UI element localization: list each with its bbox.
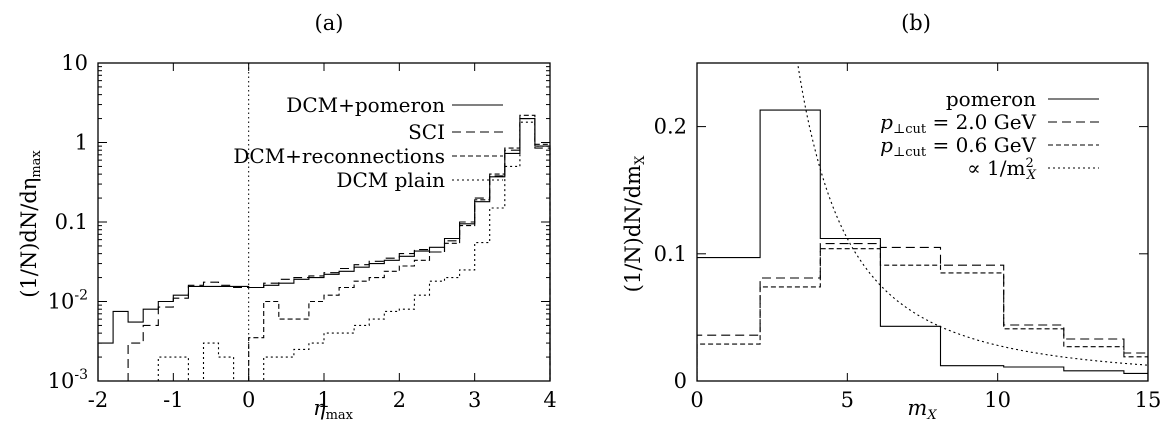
panel-a-x-tick-label: 4: [543, 388, 556, 412]
panel-a-y-tick-label: 1: [75, 131, 88, 155]
panel-a-x-axis-label: ηmax: [313, 396, 354, 422]
panel-b-x-tick-label: 5: [841, 388, 854, 412]
panel-b-legend-label-sup: 2: [1025, 156, 1033, 171]
panel-b-x-tick-label: 10: [984, 388, 1011, 412]
panel-a-y-axis-label: (1/N)dN/dηmax: [17, 150, 44, 298]
panel-b-legend-label: p⊥cut = 2.0 GeV: [880, 110, 1036, 137]
panel-b-legend-label-rest: = 2.0 GeV: [926, 110, 1036, 134]
panel-a-y-tick-base: 10: [48, 369, 75, 393]
panel-b-legend-label-main: p: [880, 133, 893, 157]
panel-b-series-line: [697, 109, 1148, 381]
panel-a-legend-label: DCM plain: [336, 168, 445, 192]
panel-b-series-line: [797, 63, 1148, 366]
panel-a-series-line: [97, 118, 551, 381]
panel-b-series-line: [697, 243, 1148, 381]
panel-b-plot-area: [697, 63, 1148, 381]
panel-a-x-tick-label: 0: [242, 388, 255, 412]
panel-b-x-tick-label: 15: [1135, 388, 1162, 412]
panel-a-legend-label: DCM+reconnections: [233, 144, 445, 168]
panel-b-legend-label: ∝ 1/m2 X: [967, 156, 1037, 183]
panel-a-x-tick-label: 2: [393, 388, 406, 412]
panel-b-legend-label-main: p: [880, 110, 893, 134]
panel-a-y-tick-base: 10: [61, 51, 88, 75]
panel-a-series-line: [248, 114, 551, 381]
panel-b-x-tick-label: 0: [690, 388, 703, 412]
panel-b-frame: [696, 62, 1149, 382]
panel-a-x-tick-label: 3: [468, 388, 481, 412]
panel-b-y-tick-label: 0.2: [654, 115, 687, 139]
panel-a-series-line: [113, 118, 551, 382]
panel-a-plot-area: [97, 63, 551, 382]
panel-b-legend-label-main: ∝ 1/m: [967, 156, 1025, 180]
panel-a-y-tick-label: 10: [61, 51, 88, 75]
panel-a-legend-label: SCI: [408, 120, 445, 144]
panel-a-y-tick-base: 0.1: [55, 210, 88, 234]
panel-b-legend-label-sub: ⊥cut: [893, 145, 927, 160]
panel-b-legend-label-sub: ⊥cut: [893, 122, 927, 137]
panel-b-legend-label-rest: = 0.6 GeV: [926, 133, 1036, 157]
panel-b-label: (b): [901, 11, 931, 35]
panel-a-y-tick-base: 1: [75, 131, 88, 155]
panel-a-y-tick-exponent: -2: [74, 288, 88, 304]
panel-b-y-axis-label: (1/N)dN/dmX: [621, 155, 648, 292]
panel-a-y-tick-exponent: -3: [74, 367, 88, 383]
panel-a-y-tick-label: 10-2: [48, 288, 88, 314]
panel-a-x-tick-label: -1: [163, 388, 183, 412]
panel-b-x-axis-label: mX: [907, 396, 937, 422]
panel-a-y-tick-label: 10-3: [48, 367, 88, 393]
panel-a-y-tick-base: 10: [48, 290, 75, 314]
panel-b-axes: 0 5 10 15 0 0.1 0.2: [654, 63, 1162, 412]
panel-a-label: (a): [315, 11, 344, 35]
panel-a-x-tick-label: -2: [88, 388, 108, 412]
panel-b-legend-label: pomeron: [946, 87, 1036, 111]
panel-b-y-tick-label: 0.1: [654, 242, 687, 266]
panel-b-series-line: [697, 248, 1148, 381]
panel-b-legend-label-sub: X: [1026, 168, 1037, 183]
panel-a-y-tick-label: 0.1: [55, 210, 88, 234]
panel-a-legend-label: DCM+pomeron: [286, 93, 445, 117]
panel-b-y-tick-label: 0: [674, 369, 687, 393]
panel-a-x-tick-label: 1: [317, 388, 330, 412]
panel-b-legend-label: p⊥cut = 0.6 GeV: [880, 133, 1036, 160]
